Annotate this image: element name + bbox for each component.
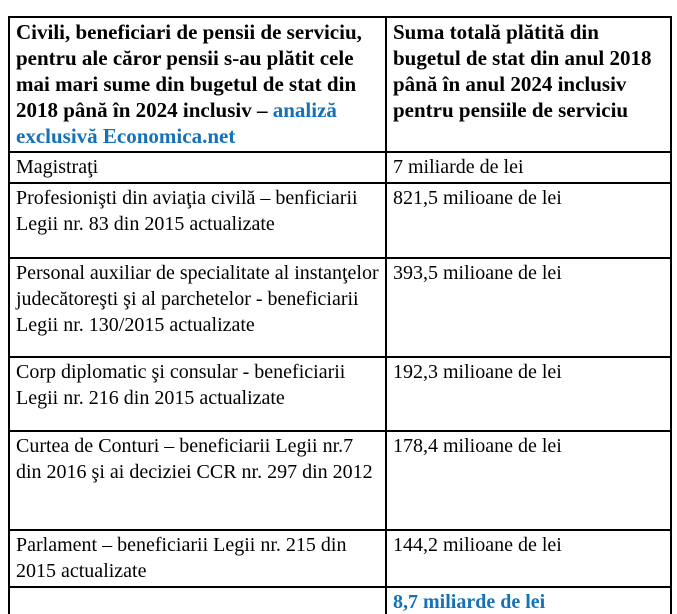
table-row: Corp diplomatic şi consular - beneficiar… [8, 356, 672, 432]
header-category: Civili, beneficiari de pensii de servici… [8, 16, 387, 153]
table-row: Personal auxiliar de specialitate al ins… [8, 257, 672, 358]
category-cell: Magistraţi [8, 151, 387, 184]
amount-cell: 393,5 milioane de lei [385, 257, 672, 358]
category-cell: Personal auxiliar de specialitate al ins… [8, 257, 387, 358]
total-row: 8,7 miliarde de lei [8, 586, 672, 614]
category-cell: Parlament – beneficiarii Legii nr. 215 d… [8, 529, 387, 588]
table-row: Parlament – beneficiarii Legii nr. 215 d… [8, 529, 672, 588]
header-amount: Suma totală plătită din bugetul de stat … [385, 16, 672, 153]
amount-cell: 821,5 milioane de lei [385, 182, 672, 259]
table-row: Curtea de Conturi – beneficiarii Legii n… [8, 430, 672, 531]
amount-cell: 7 miliarde de lei [385, 151, 672, 184]
total-category-cell [8, 586, 387, 614]
total-amount-text: 8,7 miliarde de lei [393, 591, 546, 613]
amount-cell: 192,3 milioane de lei [385, 356, 672, 432]
amount-cell: 178,4 milioane de lei [385, 430, 672, 531]
header-row: Civili, beneficiari de pensii de servici… [8, 16, 672, 153]
amount-cell: 144,2 milioane de lei [385, 529, 672, 588]
table-row: Magistraţi 7 miliarde de lei [8, 151, 672, 184]
table-row: Profesionişti din aviaţia civilă – benfi… [8, 182, 672, 259]
header-category-text: Civili, beneficiari de pensii de servici… [16, 20, 362, 122]
category-cell: Corp diplomatic şi consular - beneficiar… [8, 356, 387, 432]
economica-link[interactable]: analiză exclusivă Economica.net [16, 98, 337, 148]
category-cell: Profesionişti din aviaţia civilă – benfi… [8, 182, 387, 259]
category-cell: Curtea de Conturi – beneficiarii Legii n… [8, 430, 387, 531]
total-amount-cell: 8,7 miliarde de lei [385, 586, 672, 614]
pension-table: Civili, beneficiari de pensii de servici… [8, 16, 672, 614]
